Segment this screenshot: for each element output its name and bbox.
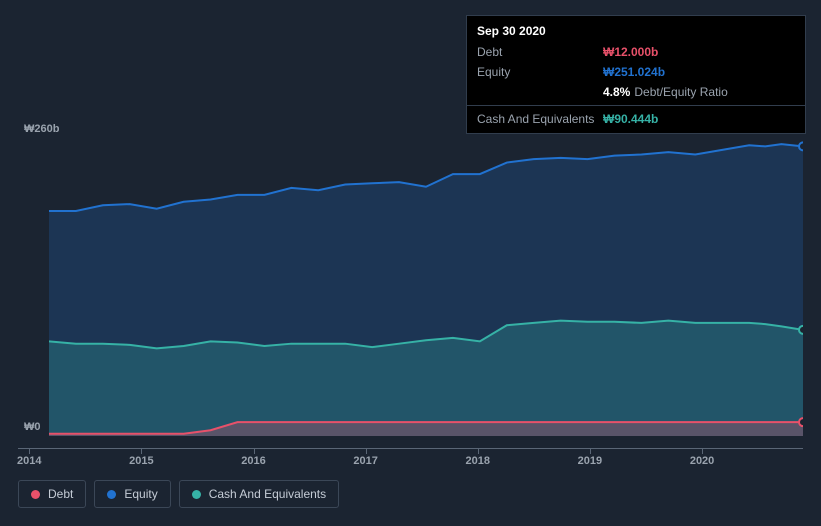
legend-item[interactable]: Equity bbox=[94, 480, 170, 508]
legend-label: Debt bbox=[48, 487, 73, 501]
tooltip-row: Equity₩251.024b bbox=[467, 62, 805, 82]
x-axis-label: 2018 bbox=[466, 455, 490, 467]
x-axis-tick bbox=[366, 448, 367, 454]
plot-svg bbox=[49, 136, 803, 436]
tooltip-row: Debt₩12.000b bbox=[467, 42, 805, 62]
legend-color-dot bbox=[107, 490, 116, 499]
tooltip-label: Equity bbox=[477, 65, 603, 79]
tooltip-value: ₩90.444b bbox=[603, 112, 658, 126]
x-axis-label: 2016 bbox=[241, 455, 265, 467]
data-tooltip: Sep 30 2020 Debt₩12.000bEquity₩251.024b4… bbox=[466, 15, 806, 134]
legend-label: Cash And Equivalents bbox=[209, 487, 326, 501]
legend: Debt Equity Cash And Equivalents bbox=[18, 480, 339, 508]
x-axis-label: 2017 bbox=[353, 455, 377, 467]
legend-item[interactable]: Cash And Equivalents bbox=[179, 480, 339, 508]
x-axis-tick bbox=[254, 448, 255, 454]
tooltip-value: ₩12.000b bbox=[603, 45, 658, 59]
x-axis-tick bbox=[590, 448, 591, 454]
x-axis-label: 2020 bbox=[690, 455, 714, 467]
legend-label: Equity bbox=[124, 487, 157, 501]
tooltip-value: ₩251.024b bbox=[603, 65, 665, 79]
y-axis-label: ₩0 bbox=[24, 421, 41, 433]
x-axis-tick bbox=[702, 448, 703, 454]
tooltip-separator bbox=[467, 105, 805, 106]
x-axis-tick bbox=[29, 448, 30, 454]
tooltip-label: Cash And Equivalents bbox=[477, 112, 603, 126]
y-axis-label: ₩260b bbox=[24, 123, 59, 135]
tooltip-row: 4.8%Debt/Equity Ratio bbox=[467, 82, 805, 102]
legend-color-dot bbox=[192, 490, 201, 499]
tooltip-row: Cash And Equivalents₩90.444b bbox=[467, 109, 805, 129]
x-axis-tick bbox=[478, 448, 479, 454]
tooltip-ratio: 4.8%Debt/Equity Ratio bbox=[603, 85, 728, 99]
tooltip-label bbox=[477, 85, 603, 99]
legend-color-dot bbox=[31, 490, 40, 499]
tooltip-date: Sep 30 2020 bbox=[467, 20, 805, 42]
x-axis-label: 2015 bbox=[129, 455, 153, 467]
x-axis-line bbox=[18, 448, 803, 449]
x-axis-label: 2014 bbox=[17, 455, 41, 467]
x-axis-label: 2019 bbox=[578, 455, 602, 467]
x-axis-tick bbox=[141, 448, 142, 454]
tooltip-label: Debt bbox=[477, 45, 603, 59]
legend-item[interactable]: Debt bbox=[18, 480, 86, 508]
